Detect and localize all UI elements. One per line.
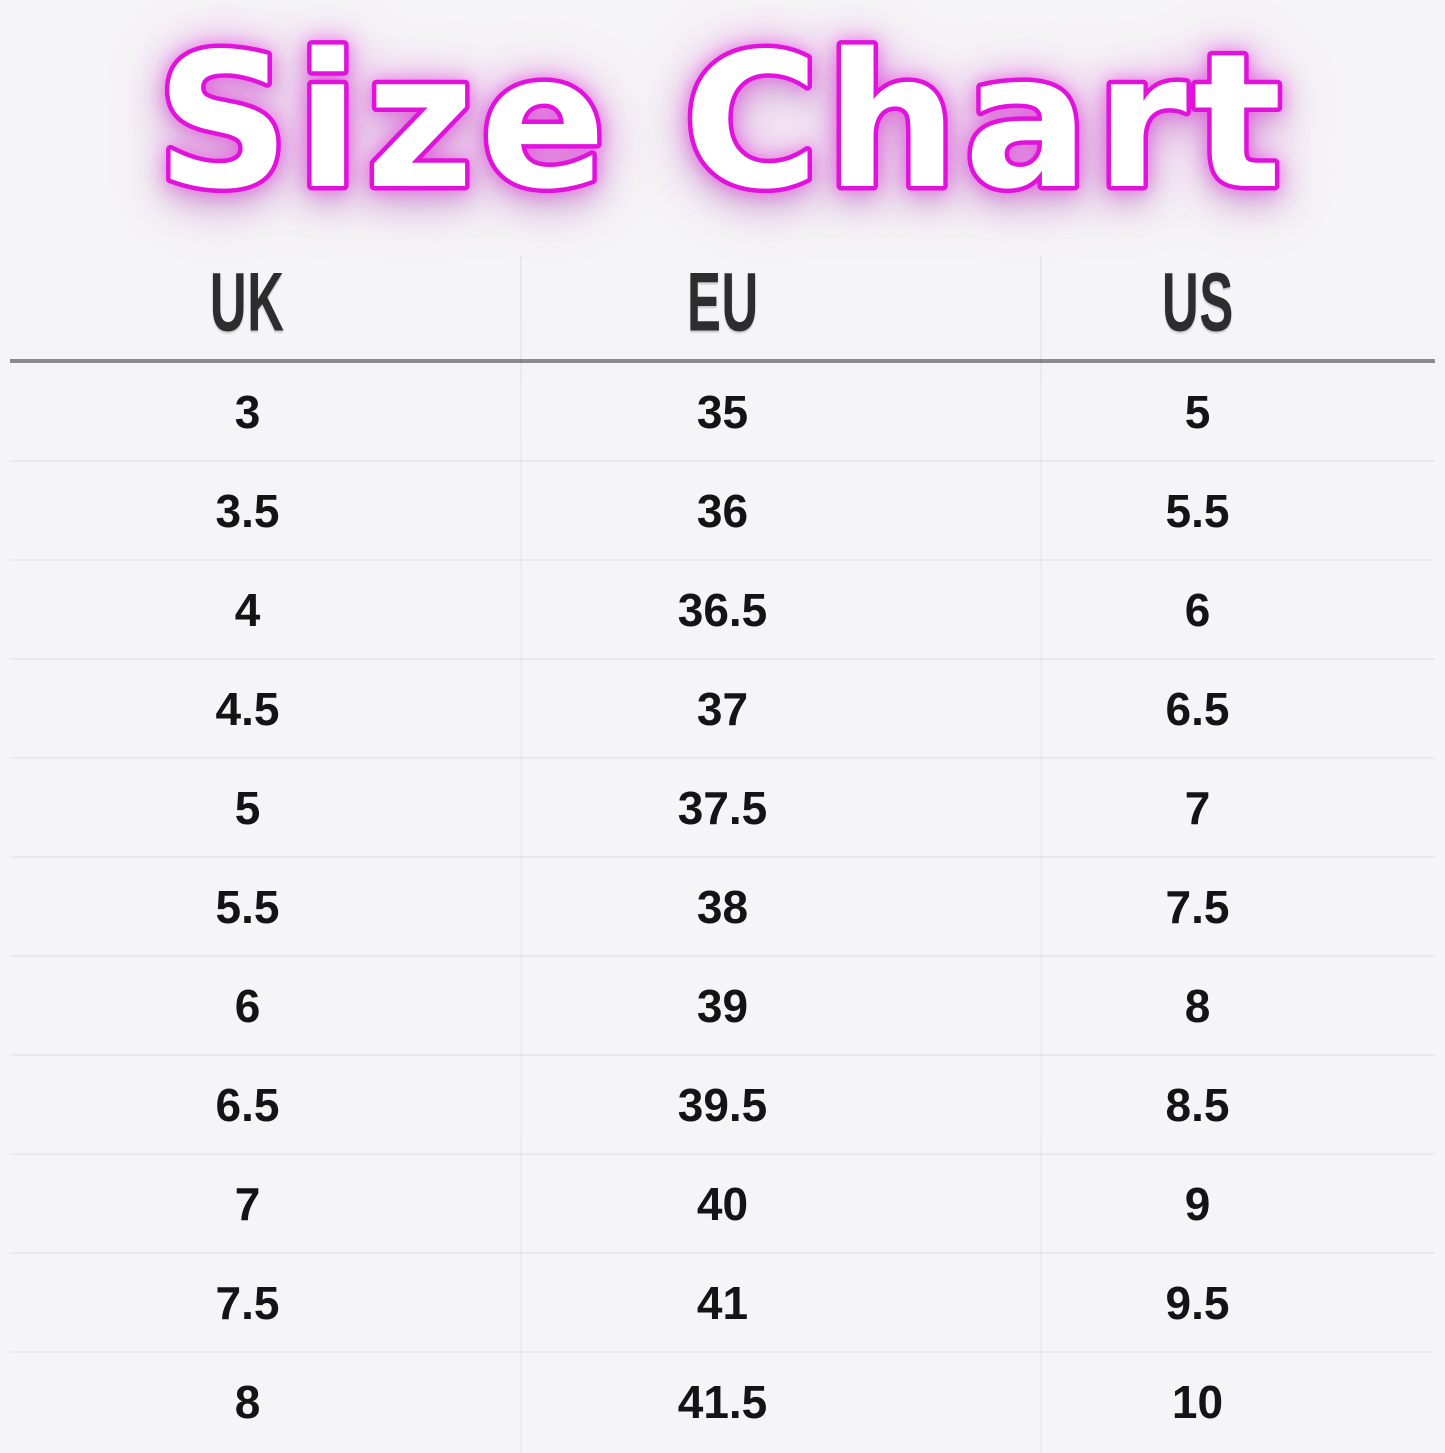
table-row: 5 37.5 7 (10, 757, 1435, 857)
size-cell: 5.5 (960, 460, 1435, 560)
size-cell: 3.5 (10, 460, 485, 560)
neon-title-graphic: Size Chart (152, 9, 1288, 235)
table-row: 3.5 36 5.5 (10, 460, 1435, 560)
table-row: 4 36.5 6 (10, 559, 1435, 659)
size-cell: 36 (485, 460, 960, 560)
size-cell: 35 (696, 385, 749, 438)
size-cell: 9 (960, 1153, 1435, 1253)
column-header-us: US (960, 247, 1435, 363)
column-header-eu: EU (485, 247, 960, 363)
column-header-uk-label: UK (210, 256, 285, 349)
table-row: 4.5 37 6.5 (10, 658, 1435, 758)
size-cell: 4.5 (10, 658, 485, 758)
size-cell: 41.5 (485, 1351, 960, 1450)
table-body: 3 35 5 3.5 36 5.5 4 36.5 6 4.5 37 6.5 5 37.5 7 5.5 38 7.5… (10, 361, 1435, 1450)
size-cell: 6.5 (960, 658, 1435, 758)
size-cell: 3 (234, 385, 261, 438)
size-cell: 38 (485, 856, 960, 956)
size-cell: 9.5 (960, 1252, 1435, 1352)
size-cell: 40 (485, 1153, 960, 1253)
size-cell: 6.5 (10, 1054, 485, 1154)
size-chart-page: Size Chart UK EU US 3 35 5 3.5 36 5.5 4 36.5 6 4.… (0, 8, 1445, 1453)
table-row: 7.5 41 9.5 (10, 1252, 1435, 1352)
column-header-us-label: US (1161, 256, 1234, 349)
size-cell: 6 (960, 559, 1435, 659)
size-cell: 8 (10, 1351, 485, 1450)
size-cell: 36.5 (485, 559, 960, 659)
size-cell: 7.5 (10, 1252, 485, 1352)
size-cell: 5 (1184, 385, 1211, 438)
size-cell: 7 (960, 757, 1435, 857)
size-cell: 39.5 (485, 1054, 960, 1154)
column-header-uk: UK (10, 247, 485, 363)
table-header-row: UK EU US (10, 247, 1435, 363)
column-header-eu-label: EU (686, 256, 759, 349)
size-cell: 41 (485, 1252, 960, 1352)
size-cell: 5.5 (10, 856, 485, 956)
table-header: UK EU US (10, 247, 1435, 363)
column-separator (1040, 256, 1042, 1453)
column-separator (520, 256, 522, 1453)
table-row: 8 41.5 10 (10, 1351, 1435, 1450)
table-row: 6 39 8 (10, 955, 1435, 1055)
size-cell: 7 (10, 1153, 485, 1253)
size-cell: 8.5 (960, 1054, 1435, 1154)
size-cell: 5 (10, 757, 485, 857)
size-cell: 37 (485, 658, 960, 758)
size-cell: 6 (10, 955, 485, 1055)
table-row: 7 40 9 (10, 1153, 1435, 1253)
size-cell: 4 (10, 559, 485, 659)
page-title: Size Chart (156, 13, 1288, 230)
size-cell: 7.5 (960, 856, 1435, 956)
size-cell: 37.5 (485, 757, 960, 857)
table-row: 3 35 5 (10, 361, 1435, 461)
size-cell: 8 (960, 955, 1435, 1055)
size-cell: 39 (485, 955, 960, 1055)
size-chart-table: UK EU US 3 35 5 3.5 36 5.5 4 36.5 6 4.5 37 6.5 5 37.5… (10, 247, 1435, 1450)
size-cell: 10 (960, 1351, 1435, 1450)
page-title-container: Size Chart (0, 8, 1445, 235)
table-row: 5.5 38 7.5 (10, 856, 1435, 956)
table-row: 6.5 39.5 8.5 (10, 1054, 1435, 1154)
